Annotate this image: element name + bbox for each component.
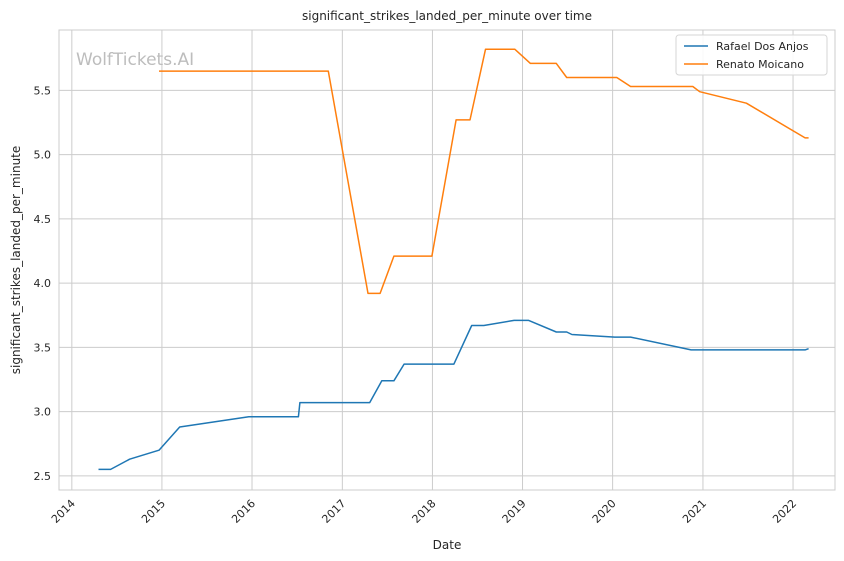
y-tick-label: 5.5 (34, 84, 52, 97)
watermark-text: WolfTickets.AI (76, 50, 194, 70)
y-tick-label: 3.5 (34, 341, 52, 354)
grid (59, 30, 835, 490)
tick-labels: 2014 2015 2016 2017 2018 2019 2020 2021 2022 2.5 3… (34, 84, 800, 526)
x-tick-label: 2019 (500, 497, 529, 526)
plot-frame (58, 29, 836, 491)
legend-label: Renato Moicano (716, 58, 804, 71)
legend-box (675, 34, 828, 76)
x-tick-label: 2017 (319, 497, 348, 526)
y-tick-label: 5.0 (34, 149, 52, 162)
y-tick-label: 2.5 (34, 470, 52, 483)
x-tick-label: 2014 (49, 497, 78, 526)
series-line-rafael-dos-anjos (98, 319, 809, 471)
x-tick-label: 2020 (590, 497, 619, 526)
series-line-renato-moicano (159, 48, 809, 295)
series-lines (98, 48, 809, 471)
x-tick-label: 2021 (680, 497, 709, 526)
y-axis-label: significant_strikes_landed_per_minute (9, 146, 23, 375)
x-tick-label: 2022 (770, 497, 799, 526)
legend: Rafael Dos Anjos Renato Moicano (675, 34, 828, 76)
chart-title: significant_strikes_landed_per_minute ov… (302, 9, 592, 23)
x-tick-label: 2018 (410, 497, 439, 526)
x-tick-label: 2016 (229, 497, 258, 526)
x-axis-label: Date (433, 538, 462, 552)
legend-label: Rafael Dos Anjos (716, 40, 809, 53)
y-tick-label: 4.0 (34, 277, 52, 290)
x-tick-label: 2015 (139, 497, 168, 526)
y-tick-label: 4.5 (34, 213, 52, 226)
y-tick-label: 3.0 (34, 406, 52, 419)
